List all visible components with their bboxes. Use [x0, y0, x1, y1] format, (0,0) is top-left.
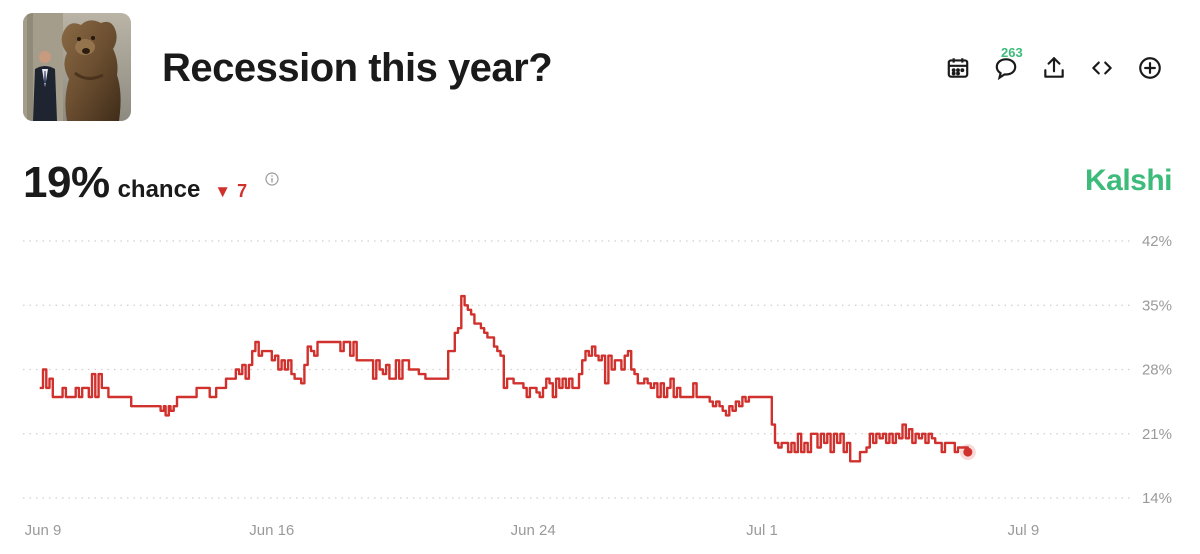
series-line	[39, 294, 969, 463]
info-icon[interactable]	[265, 172, 279, 186]
comments-button[interactable]	[988, 50, 1024, 86]
chart-grid	[23, 240, 1130, 499]
brand-logo: Kalshi	[1084, 164, 1173, 197]
y-axis-ticks: 42% 35% 28% 21% 14%	[1142, 233, 1172, 507]
x-tick-label: Jun 9	[25, 522, 62, 539]
page-title: Recession this year?	[162, 46, 553, 90]
y-tick-label: 28%	[1142, 362, 1172, 379]
x-tick-label: Jul 9	[1008, 522, 1040, 539]
calendar-button[interactable]	[940, 50, 976, 86]
bull-statue-photo	[23, 13, 131, 121]
x-tick-label: Jul 1	[746, 522, 778, 539]
change-indicator: ▼ 7	[214, 181, 247, 202]
last-point-halo	[959, 444, 976, 461]
y-tick-label: 35%	[1142, 297, 1172, 314]
add-button[interactable]	[1132, 50, 1168, 86]
calendar-icon	[947, 58, 969, 78]
chart-series	[39, 294, 976, 463]
down-triangle-icon: ▼	[214, 182, 232, 201]
share-icon	[1044, 57, 1064, 78]
share-button[interactable]	[1036, 50, 1072, 86]
x-axis-ticks: Jun 9 Jun 16 Jun 24 Jul 1 Jul 9	[25, 522, 1040, 539]
add-circle-icon	[1139, 57, 1161, 79]
y-tick-label: 14%	[1142, 490, 1172, 507]
comment-icon	[995, 58, 1017, 81]
market-thumbnail	[23, 13, 131, 121]
embed-code-icon	[1092, 61, 1112, 75]
chance-label: chance	[117, 176, 201, 203]
embed-button[interactable]	[1084, 50, 1120, 86]
y-tick-label: 42%	[1142, 233, 1172, 250]
probability-summary: 19% chance ▼ 7	[23, 158, 279, 208]
x-tick-label: Jun 24	[511, 522, 556, 539]
y-tick-label: 21%	[1142, 426, 1172, 443]
change-value: 7	[237, 181, 248, 201]
comment-count-badge: 263	[1001, 45, 1023, 60]
current-probability: 19%	[23, 158, 110, 207]
x-tick-label: Jun 16	[249, 522, 294, 539]
last-point-marker	[963, 447, 973, 457]
toolbar: 263	[940, 45, 1170, 86]
